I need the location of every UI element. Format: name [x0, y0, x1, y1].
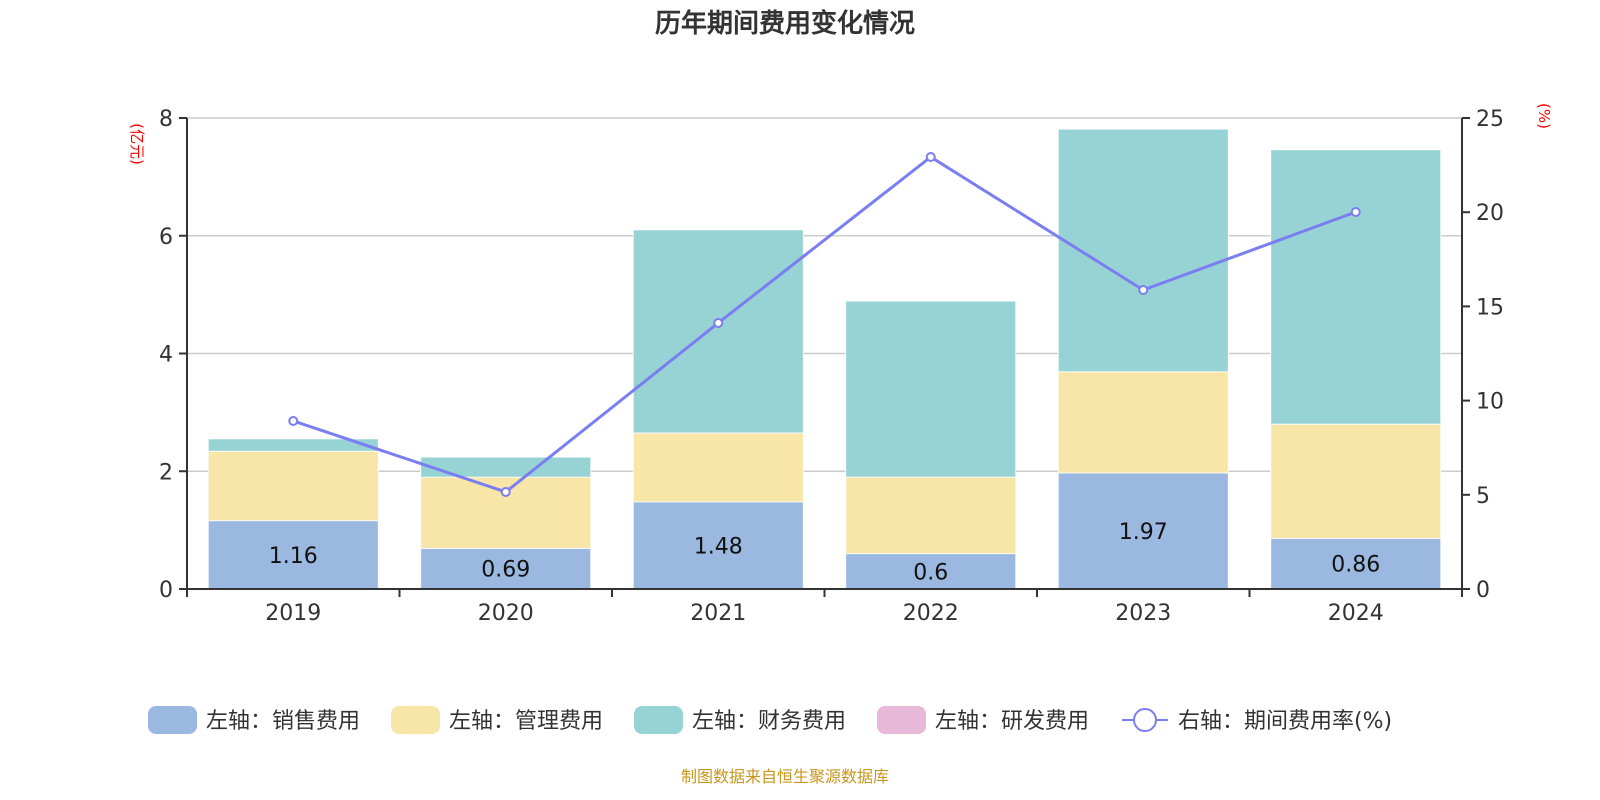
legend-swatch — [148, 706, 197, 734]
bar-segment — [1270, 149, 1442, 425]
left-axis-unit: (亿元) — [128, 123, 146, 165]
line-point — [288, 415, 299, 426]
right-axis-tick-label: 5 — [1476, 484, 1490, 509]
bar-segment — [207, 438, 379, 452]
bar-data-label: 1.48 — [694, 534, 743, 559]
x-axis-tick-label: 2020 — [478, 601, 534, 626]
right-axis-tick-label: 15 — [1476, 295, 1504, 320]
right-axis-tick-label: 20 — [1476, 201, 1504, 226]
bar-group: 1.16 0.69 1.48 0.6 1.97 0.86 — [207, 128, 1442, 590]
bar-segment — [1057, 371, 1229, 474]
x-axis-tick-label: 2019 — [265, 601, 321, 626]
line-point — [1138, 285, 1149, 296]
bar-segment — [1057, 128, 1229, 373]
bar-segment — [1057, 472, 1229, 590]
line-point — [925, 151, 936, 162]
legend-swatch — [634, 706, 683, 734]
chart-title: 历年期间费用变化情况 — [655, 8, 915, 39]
x-axis-tick-label: 2021 — [690, 601, 746, 626]
line-point — [1350, 207, 1361, 218]
line-point — [500, 486, 511, 497]
bar-segment — [420, 456, 592, 478]
right-axis-unit: (%) — [1535, 103, 1553, 129]
legend-circle-icon — [1133, 708, 1157, 732]
legend-label: 右轴：期间费用率(%) — [1178, 709, 1392, 734]
legend-label: 左轴：财务费用 — [692, 709, 846, 734]
left-axis-tick-label: 8 — [159, 107, 173, 132]
x-axis-tick-label: 2024 — [1328, 601, 1384, 626]
bar-segment — [845, 300, 1017, 478]
legend-swatch — [877, 706, 926, 734]
right-axis-tick-label: 0 — [1476, 578, 1490, 603]
bar-segment — [207, 450, 379, 522]
x-axis-tick-label: 2023 — [1115, 601, 1171, 626]
grid-lines — [187, 117, 1462, 472]
left-axis-tick-label: 2 — [159, 460, 173, 485]
bar-segment — [845, 553, 1017, 590]
left-axis-tick-label: 6 — [159, 225, 173, 250]
bar-data-label: 0.6 — [913, 560, 948, 585]
bar-segment — [632, 501, 804, 590]
bar-segment — [632, 229, 804, 434]
axes: 0 2 4 6 8 0 5 10 15 20 25 2019 2020 2021 2022 2023 2024 — [159, 107, 1504, 626]
source-note: 制图数据来自恒生聚源数据库 — [681, 767, 889, 786]
left-axis-tick-label: 4 — [159, 343, 173, 368]
line-series — [288, 151, 1361, 497]
line-point — [713, 317, 724, 328]
bar-data-label: 1.16 — [269, 544, 318, 569]
right-axis-tick-label: 25 — [1476, 107, 1504, 132]
bar-data-label: 0.86 — [1331, 553, 1380, 578]
bar-data-label: 1.97 — [1119, 520, 1168, 545]
bar-segment — [207, 520, 379, 590]
legend-label: 左轴：管理费用 — [449, 709, 603, 734]
bar-segment — [845, 476, 1017, 555]
right-axis-tick-label: 10 — [1476, 390, 1504, 415]
legend-label: 左轴：研发费用 — [935, 709, 1089, 734]
bar-segment — [420, 547, 592, 590]
x-axis-tick-label: 2022 — [903, 601, 959, 626]
legend: 左轴：销售费用 左轴：管理费用 左轴：财务费用 左轴：研发费用 右轴：期间费用率(%) — [148, 706, 1392, 734]
bar-segment — [632, 432, 804, 503]
bar-data-label: 0.69 — [481, 558, 530, 583]
bar-segment — [1270, 423, 1442, 539]
bar-segment — [1270, 537, 1442, 590]
legend-swatch — [391, 706, 440, 734]
left-axis-tick-label: 0 — [159, 578, 173, 603]
legend-label: 左轴：销售费用 — [206, 709, 360, 734]
line-path — [292, 155, 1357, 494]
